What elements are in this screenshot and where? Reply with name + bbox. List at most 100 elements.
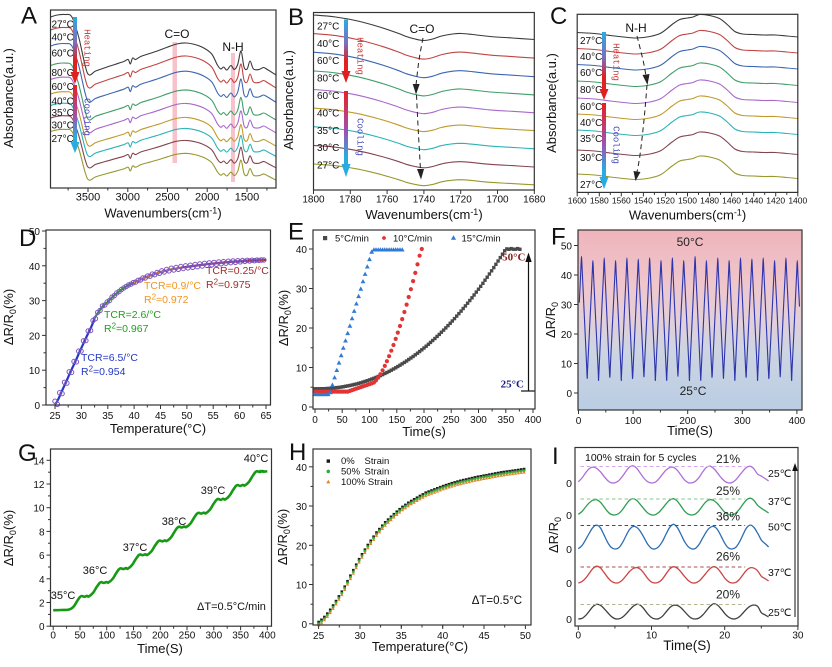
svg-text:N-H: N-H xyxy=(625,21,646,35)
svg-text:27°C: 27°C xyxy=(580,180,602,191)
svg-text:200: 200 xyxy=(416,415,433,426)
svg-text:1800: 1800 xyxy=(302,195,325,206)
svg-text:1760: 1760 xyxy=(376,195,399,206)
svg-text:27°C: 27°C xyxy=(52,134,74,145)
svg-text:Time(s): Time(s) xyxy=(402,424,446,439)
svg-text:TCR=0.9/°C: TCR=0.9/°C xyxy=(144,280,201,292)
svg-text:2: 2 xyxy=(39,599,45,610)
svg-text:0: 0 xyxy=(566,544,572,556)
svg-text:80°C: 80°C xyxy=(580,85,602,96)
svg-text:60°C: 60°C xyxy=(580,102,602,113)
svg-text:H: H xyxy=(289,439,306,466)
svg-text:35°C: 35°C xyxy=(51,590,76,602)
svg-text:0%: 0% xyxy=(341,456,355,467)
svg-text:E: E xyxy=(288,219,304,246)
svg-text:0: 0 xyxy=(312,415,318,426)
svg-text:60°C: 60°C xyxy=(317,91,339,102)
svg-text:50°C: 50°C xyxy=(677,235,704,249)
svg-text:1500: 1500 xyxy=(235,192,259,204)
svg-text:0: 0 xyxy=(566,614,572,626)
svg-text:1480: 1480 xyxy=(700,195,719,205)
svg-text:Cooling: Cooling xyxy=(82,98,92,136)
svg-text:50℃: 50℃ xyxy=(768,522,792,534)
svg-text:1420: 1420 xyxy=(766,195,785,205)
svg-text:Heating: Heating xyxy=(355,37,365,75)
svg-text:2500: 2500 xyxy=(155,192,179,204)
svg-text:35: 35 xyxy=(102,411,114,422)
svg-text:37℃: 37℃ xyxy=(768,567,792,579)
svg-text:G: G xyxy=(18,440,37,467)
svg-text:60: 60 xyxy=(234,411,246,422)
svg-text:39°C: 39°C xyxy=(201,485,226,497)
svg-text:10: 10 xyxy=(646,631,658,642)
svg-text:1500: 1500 xyxy=(678,195,697,205)
svg-text:Heating: Heating xyxy=(611,43,621,81)
svg-text:40: 40 xyxy=(296,463,308,474)
svg-text:30: 30 xyxy=(296,502,308,513)
svg-text:60°C: 60°C xyxy=(52,82,74,93)
svg-text:20%: 20% xyxy=(716,588,740,602)
svg-text:50: 50 xyxy=(29,227,41,238)
svg-text:Time(S): Time(S) xyxy=(137,641,183,656)
svg-text:300: 300 xyxy=(734,416,751,427)
svg-text:4: 4 xyxy=(39,575,45,586)
svg-text:25°C: 25°C xyxy=(501,379,524,391)
svg-text:3000: 3000 xyxy=(116,192,140,204)
svg-text:D: D xyxy=(19,225,36,252)
svg-text:10: 10 xyxy=(561,360,573,371)
svg-text:80°C: 80°C xyxy=(52,68,74,79)
svg-text:150: 150 xyxy=(388,415,405,426)
svg-text:0: 0 xyxy=(566,478,572,490)
svg-text:R2=0.954: R2=0.954 xyxy=(81,365,126,379)
svg-text:10: 10 xyxy=(33,504,45,515)
svg-text:12: 12 xyxy=(33,480,45,491)
svg-text:Strain: Strain xyxy=(365,467,390,478)
svg-text:Strain: Strain xyxy=(365,456,390,467)
svg-text:350: 350 xyxy=(232,631,249,642)
svg-text:0: 0 xyxy=(39,622,45,633)
svg-text:1720: 1720 xyxy=(450,195,473,206)
svg-text:40: 40 xyxy=(29,262,41,273)
svg-text:37℃: 37℃ xyxy=(768,496,792,508)
svg-text:20: 20 xyxy=(296,324,308,335)
svg-text:60°C: 60°C xyxy=(580,68,602,79)
svg-text:25°C: 25°C xyxy=(680,384,707,398)
svg-text:30: 30 xyxy=(76,411,88,422)
svg-text:250: 250 xyxy=(443,415,460,426)
svg-text:1600: 1600 xyxy=(568,195,587,205)
svg-text:20: 20 xyxy=(29,331,41,342)
svg-text:55: 55 xyxy=(208,411,220,422)
svg-text:30: 30 xyxy=(29,297,41,308)
svg-text:50%: 50% xyxy=(341,467,361,478)
svg-text:30: 30 xyxy=(354,631,366,642)
svg-text:27°C: 27°C xyxy=(52,20,74,31)
svg-text:ΔR/R0(%): ΔR/R0(%) xyxy=(276,290,293,346)
svg-text:Absorbance(a.u.): Absorbance(a.u.) xyxy=(1,48,16,148)
svg-text:2000: 2000 xyxy=(195,192,219,204)
svg-text:0: 0 xyxy=(576,631,582,642)
svg-text:Wavenumbers(cm-1): Wavenumbers(cm-1) xyxy=(365,207,482,222)
svg-text:40: 40 xyxy=(129,411,141,422)
svg-text:40: 40 xyxy=(296,245,308,256)
svg-text:Temperature(°C): Temperature(°C) xyxy=(110,421,206,436)
svg-text:1520: 1520 xyxy=(656,195,675,205)
svg-text:100: 100 xyxy=(361,415,378,426)
svg-text:30: 30 xyxy=(792,631,804,642)
svg-text:Wavenumbers(cm-1): Wavenumbers(cm-1) xyxy=(629,208,746,223)
svg-text:10: 10 xyxy=(296,364,308,375)
svg-text:40: 40 xyxy=(561,271,573,282)
svg-text:40: 40 xyxy=(437,631,449,642)
svg-text:300: 300 xyxy=(470,415,487,426)
svg-text:0: 0 xyxy=(566,578,572,590)
svg-text:0: 0 xyxy=(301,620,307,631)
svg-text:50: 50 xyxy=(561,242,573,253)
svg-text:80°C: 80°C xyxy=(317,74,339,85)
svg-text:30°C: 30°C xyxy=(580,153,602,164)
svg-text:20: 20 xyxy=(719,631,731,642)
svg-text:40°C: 40°C xyxy=(317,39,339,50)
svg-text:21%: 21% xyxy=(716,452,740,466)
svg-text:200: 200 xyxy=(152,631,169,642)
svg-text:1440: 1440 xyxy=(744,195,763,205)
svg-text:100% Strain: 100% Strain xyxy=(341,477,393,488)
svg-text:10°C/min: 10°C/min xyxy=(393,234,432,245)
